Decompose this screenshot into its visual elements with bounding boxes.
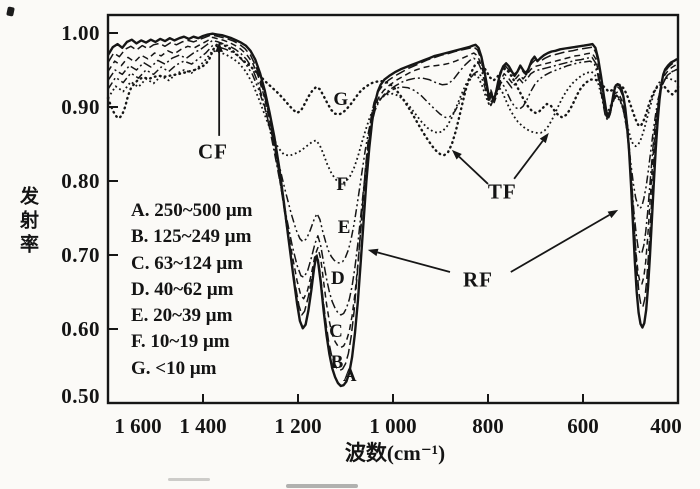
x-tick-label-1200: 1 200 [274,414,322,438]
scan-smudge [168,478,210,481]
y-axis-title: 发射率 [17,186,38,258]
x-tick-label-1400: 1 400 [179,414,227,438]
y-tick-label-0-50: 0.50 [61,384,100,408]
curve-A [106,32,679,388]
x-axis-title: 波数(cm⁻¹) [344,441,446,465]
annotation-arrow-shaft [458,156,489,185]
legend-item-f: F. 10~19 μm [131,331,230,353]
annotation-arrows [215,41,619,273]
x-tick-label-1600: 1 600 [114,414,162,438]
curve-label-a: A [342,365,357,387]
x-tick-label-1000: 1 000 [369,414,417,438]
legend-item-c: C. 63~124 μm [131,252,243,274]
curve-label-c: C [329,320,343,342]
annotation-arrow-shaft [510,214,610,273]
curve-label-e: E [337,217,351,239]
christiansen-feature-label: CF [197,139,228,164]
legend-item-a: A. 250~500 μm [131,200,253,221]
x-tick-label-400: 400 [650,414,682,438]
legend-item-b: B. 125~249 μm [131,226,252,248]
annotation-arrow-head [367,248,379,257]
x-tick-label-800: 800 [472,414,504,438]
annotation-arrow-head [607,209,619,219]
y-tick-label-0-60: 0.60 [61,317,100,341]
legend-item-d: D. 40~62 μm [131,278,234,300]
curve-F [107,49,679,185]
scan-smudge [286,484,358,488]
annotation-arrow-head [451,149,462,160]
curve-G [106,42,680,157]
annotation-arrow-shaft [377,251,451,273]
x-tick-label-600: 600 [567,414,599,438]
curve-label-f: F [336,173,348,195]
curve-label-b: B [330,352,344,374]
plot-frame-and-ticks [106,13,680,405]
y-tick-label-0-70: 0.70 [61,243,100,267]
curve-B [107,34,679,372]
particle-size-legend: A. 250~500 μm B. 125~249 μm C. 63~124 μm… [131,198,252,382]
curve-C [107,36,679,349]
transparency-feature-label: TF [487,179,517,204]
annotation-arrow-head [215,41,223,52]
y-tick-label-0-90: 0.90 [61,95,100,119]
curve-label-g: G [333,89,349,111]
curve-label-d: D [331,267,345,289]
plot-border [106,13,680,405]
legend-item-g: G. <10 μm [131,357,217,379]
y-tick-label-1-00: 1.00 [61,21,100,45]
annotation-arrow-shaft [513,140,544,180]
reststrahlen-feature-label: RF [463,267,494,292]
annotation-arrow-head [539,132,549,144]
y-tick-label-0-80: 0.80 [61,169,100,193]
spectra-curves [106,32,680,388]
legend-item-e: E. 20~39 μm [131,305,233,327]
